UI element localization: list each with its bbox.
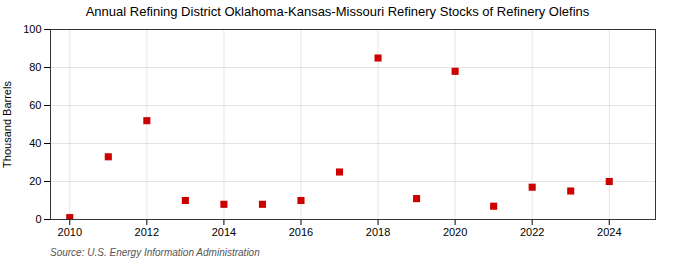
html-text:Annual Refining District Oklah: Annual Refining District Oklahoma-Kansas… <box>85 4 590 19</box>
html-text:Source: U.S. Energy Informatio: Source: U.S. Energy Information Administ… <box>50 247 260 258</box>
svg-text:2024: 2024 <box>597 226 621 238</box>
svg-text:2020: 2020 <box>443 226 467 238</box>
svg-text:20: 20 <box>29 175 41 187</box>
svg-text:40: 40 <box>29 137 41 149</box>
svg-text:100: 100 <box>23 23 41 35</box>
svg-text:80: 80 <box>29 61 41 73</box>
svg-text:0: 0 <box>35 213 41 225</box>
svg-text:2016: 2016 <box>289 226 313 238</box>
svg-text:2022: 2022 <box>520 226 544 238</box>
svg-text:2012: 2012 <box>135 226 159 238</box>
svg-text:Thousand Barrels: Thousand Barrels <box>1 81 13 168</box>
svg-text:60: 60 <box>29 99 41 111</box>
svg-text:2014: 2014 <box>212 226 236 238</box>
svg-text:2018: 2018 <box>366 226 390 238</box>
svg-text:2010: 2010 <box>58 226 82 238</box>
